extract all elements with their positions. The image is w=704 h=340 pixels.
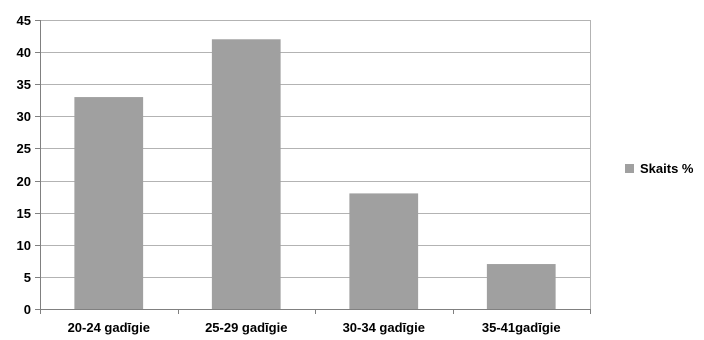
- bar: [486, 264, 556, 309]
- y-tick-label: 30: [17, 109, 31, 124]
- x-category-label: 20-24 gadīgie: [68, 320, 150, 335]
- legend-swatch: [625, 164, 634, 173]
- y-tick-label: 25: [17, 141, 31, 156]
- y-tick-label: 40: [17, 45, 31, 60]
- y-tick-label: 10: [17, 238, 31, 253]
- y-axis: 0 5 10 15 20 25 30 35 40 45: [17, 13, 41, 317]
- x-axis: 20-24 gadīgie 25-29 gadīgie 30-34 gadīgie 3…: [40, 309, 591, 335]
- y-tick-label: 5: [24, 270, 31, 285]
- legend: Skaits %: [625, 161, 694, 176]
- y-tick-label: 35: [17, 77, 31, 92]
- x-category-label: 25-29 gadīgie: [205, 320, 287, 335]
- x-category-label: 35-41gadīgie: [482, 320, 561, 335]
- legend-label: Skaits %: [640, 161, 694, 176]
- bar: [74, 97, 144, 309]
- bars: [74, 39, 556, 310]
- y-tick-label: 45: [17, 13, 31, 28]
- y-tick-label: 20: [17, 174, 31, 189]
- bar: [349, 193, 419, 309]
- x-category-label: 30-34 gadīgie: [343, 320, 425, 335]
- y-tick-label: 15: [17, 206, 31, 221]
- bar: [211, 39, 281, 310]
- y-tick-label: 0: [24, 302, 31, 317]
